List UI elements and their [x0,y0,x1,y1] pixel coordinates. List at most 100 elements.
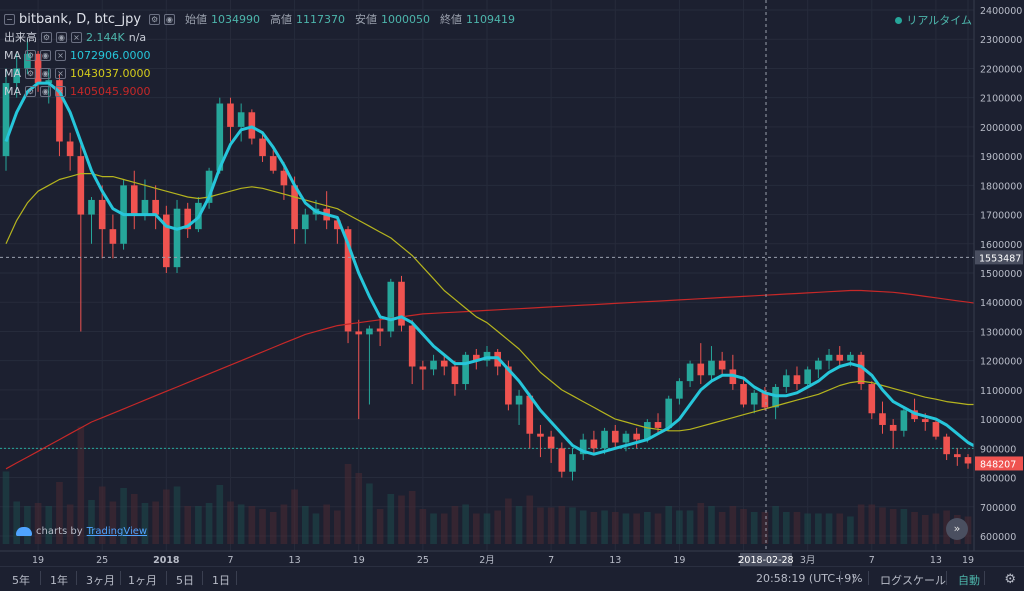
ma3-close-icon[interactable]: × [55,85,67,97]
ma2-settings-icon[interactable]: ⚙ [25,67,37,79]
volume-bar [537,507,544,544]
volume-bar [879,507,886,544]
last-price-tag [975,456,1023,471]
close-label: 終値 [440,13,463,26]
divider [202,571,203,585]
ma2-label: MA [4,66,22,80]
tradingview-branding[interactable]: charts by TradingView [16,526,147,537]
volume-bar [376,509,384,544]
candle-body [718,360,726,370]
volume-bar [868,504,876,544]
divider [236,571,237,585]
auto-scale-toggle[interactable]: 自動 [958,574,980,587]
settings-icon[interactable]: ⚙ [149,13,161,25]
ma3-line [5,289,979,470]
volume-eye-icon[interactable]: ◉ [56,31,67,43]
realtime-label: リアルタイム [906,14,972,27]
y-tick-label: 2400000 [980,6,1022,17]
y-tick-label: 1700000 [980,211,1022,222]
range-5y[interactable]: 5年 [12,574,30,587]
volume-settings-icon[interactable]: ⚙ [41,31,52,43]
ma3-eye-icon[interactable]: ◉ [40,85,52,97]
range-3m[interactable]: 3ヶ月 [86,574,115,587]
ma3-settings-icon[interactable]: ⚙ [25,85,37,97]
candle-body [505,366,512,405]
volume-bar [590,512,598,544]
volume-bar [141,503,149,544]
volume-bar [440,513,448,544]
eye-icon[interactable]: ◉ [164,13,176,25]
ma1-close-icon[interactable]: × [55,49,67,61]
candle-body [334,220,341,230]
candle-body [793,375,801,385]
candle-body [750,392,758,405]
chart-settings-icon[interactable]: ⚙ [1004,572,1016,587]
ma1-eye-icon[interactable]: ◉ [40,49,52,61]
volume-bar [857,504,865,544]
candle-body [408,325,416,367]
legend-ma2-row: MA ⚙ ◉ × 1043037.0000 [4,64,515,82]
candle-body [654,422,662,428]
candle-body [66,141,74,157]
ma2-line [5,173,979,432]
volume-bar [216,485,224,544]
open-label: 始値 [185,13,208,26]
divider [120,571,121,585]
clock[interactable]: 20:58:19 (UTC+9) [756,572,856,585]
collapse-icon[interactable]: − [4,13,15,25]
y-tick-label: 600000 [980,532,1016,543]
volume-bar [804,513,811,544]
legend-title-row: − bitbank, D, btc_jpy ⚙ ◉ 始値 1034990 高値 11… [4,10,515,28]
x-tick-label: 7 [548,555,554,566]
candle-body [152,199,159,215]
candle-body [98,199,106,230]
candle-body [141,199,149,215]
tradingview-logo-icon [16,527,32,536]
volume-close-icon[interactable]: × [71,31,82,43]
volume-bar [911,512,918,544]
ma1-settings-icon[interactable]: ⚙ [25,49,37,61]
volume-bar [815,513,822,544]
chart-legend: − bitbank, D, btc_jpy ⚙ ◉ 始値 1034990 高値 11… [4,10,515,100]
volume-bar [494,510,502,544]
scroll-to-realtime-button[interactable]: » [946,518,968,540]
candle-body [45,80,53,84]
percent-toggle[interactable]: % [852,572,863,585]
y-tick-label: 900000 [980,444,1016,455]
candle-body [163,214,170,268]
volume-bar [344,464,352,544]
y-tick-label: 1000000 [980,415,1022,426]
range-1y[interactable]: 1年 [50,574,68,587]
ma1-line [4,81,980,456]
candle-body [387,281,395,332]
candle-body [921,419,929,423]
crosshair-price-label: 1553487 [979,253,1021,264]
ma2-close-icon[interactable]: × [55,67,67,79]
candle-body [761,392,769,408]
candle-body [953,454,961,458]
branding-link[interactable]: TradingView [86,526,148,537]
candle-body [611,430,619,443]
volume-bar [98,486,106,544]
legend-ma3-row: MA ⚙ ◉ × 1405045.9000 [4,82,515,100]
candle-body [259,138,266,157]
volume-bar [921,515,929,544]
range-5d[interactable]: 5日 [176,574,194,587]
volume-bar [227,501,234,544]
volume-bar [109,501,117,544]
candle-body [440,360,448,367]
x-tick-label: 25 [96,555,108,566]
price-chart[interactable]: 2400000 2300000 2200000 2100000 2000000 19000… [0,0,1024,566]
x-tick-label: 7 [227,555,233,566]
volume-bar [323,504,330,544]
range-1m[interactable]: 1ヶ月 [128,574,157,587]
divider [840,571,841,585]
volume-bar [622,513,630,544]
volume-bar [195,506,202,544]
ma2-eye-icon[interactable]: ◉ [40,67,52,79]
y-tick-label: 2300000 [980,35,1022,46]
log-scale-toggle[interactable]: ログスケール [880,574,946,587]
candle-body [398,281,405,326]
volume-bar [66,504,74,544]
range-1d[interactable]: 1日 [212,574,230,587]
